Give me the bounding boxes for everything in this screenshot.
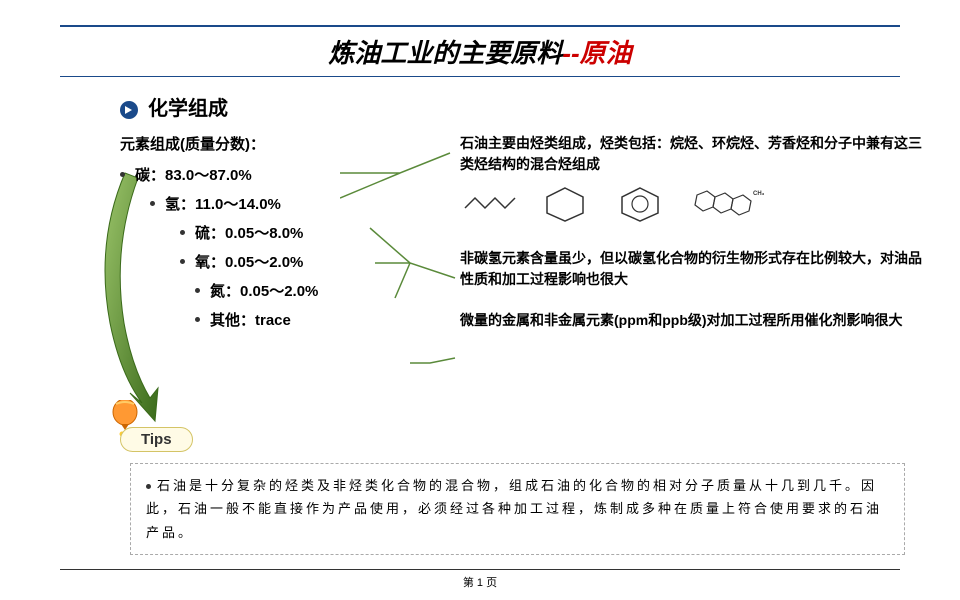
bullet-icon <box>120 101 138 119</box>
tips-label: Tips <box>120 427 193 452</box>
benzene-icon <box>610 183 670 223</box>
molecule-row: CH₃ <box>460 183 930 223</box>
cyclohexane-icon <box>535 183 595 223</box>
title-dash: -- <box>562 38 579 68</box>
alkane-icon <box>460 183 520 223</box>
element-item: 碳：83.0～87.0% <box>120 164 440 185</box>
element-item: 硫：0.05～8.0% <box>180 222 440 243</box>
slide-title: 炼油工业的主要原料--原油 <box>60 25 900 77</box>
composition-title: 元素组成(质量分数)： <box>120 133 440 154</box>
slide-container: 炼油工业的主要原料--原油 化学组成 元素组成(质量分数)： 碳：83.0～87… <box>0 0 960 600</box>
description-box: 石油主要由烃类组成，烃类包括：烷烃、环烷烃、芳香烃和分子中兼有这三类烃结构的混合… <box>460 133 930 223</box>
title-main: 炼油工业的主要原料 <box>328 38 562 68</box>
element-list: 碳：83.0～87.0% 氢：11.0～14.0% 硫：0.05～8.0% 氧：… <box>120 164 440 330</box>
tips-content: 石油是十分复杂的烃类及非烃类化合物的混合物，组成石油的化合物的相对分子质量从十几… <box>130 463 905 555</box>
description-box: 非碳氢元素含量虽少，但以碳氢化合物的衍生物形式存在比例较大，对油品性质和加工过程… <box>460 248 930 290</box>
tips-text: 石油是十分复杂的烃类及非烃类化合物的混合物，组成石油的化合物的相对分子质量从十几… <box>146 478 882 540</box>
element-item: 氮：0.05～2.0% <box>195 280 335 301</box>
element-item: 氢：11.0～14.0% <box>150 193 440 214</box>
subtitle-row: 化学组成 <box>120 92 900 121</box>
description-box: 微量的金属和非金属元素(ppm和ppb级)对加工过程所用催化剂影响很大 <box>460 310 930 331</box>
page-footer: 第 1 页 <box>60 569 900 590</box>
dot-icon <box>146 484 151 489</box>
svg-text:CH₃: CH₃ <box>753 191 765 197</box>
subtitle-text: 化学组成 <box>148 98 228 120</box>
polycyclic-icon: CH₃ <box>685 183 765 223</box>
description-column: 石油主要由烃类组成，烃类包括：烷烃、环烷烃、芳香烃和分子中兼有这三类烃结构的混合… <box>460 133 930 351</box>
composition-column: 元素组成(质量分数)： 碳：83.0～87.0% 氢：11.0～14.0% 硫：… <box>120 133 440 338</box>
element-item: 氧：0.05～2.0% <box>180 251 320 272</box>
title-red: 原油 <box>580 38 632 68</box>
box-text: 石油主要由烃类组成，烃类包括：烷烃、环烷烃、芳香烃和分子中兼有这三类烃结构的混合… <box>460 133 930 175</box>
element-item: 其他：trace <box>195 309 440 330</box>
tips-badge: Tips <box>100 415 230 465</box>
